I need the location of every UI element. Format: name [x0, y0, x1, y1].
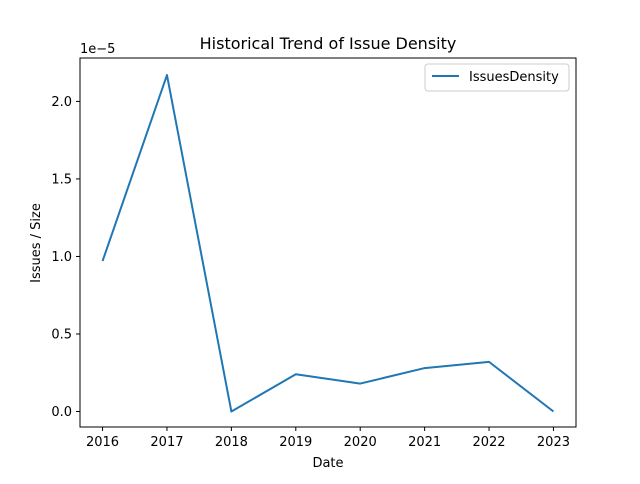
- data-point: [166, 74, 168, 76]
- y-tick-label: 1.0: [51, 250, 72, 265]
- y-tick-label: 0.5: [51, 327, 72, 342]
- x-axis-label: Date: [312, 456, 343, 471]
- data-point: [552, 410, 554, 412]
- x-tick-label: 2023: [537, 435, 570, 450]
- y-tick-label: 2.0: [51, 95, 72, 110]
- x-tick-label: 2018: [215, 435, 248, 450]
- x-tick-label: 2021: [408, 435, 441, 450]
- data-point: [102, 260, 104, 262]
- x-tick-label: 2016: [86, 435, 119, 450]
- data-point: [488, 361, 490, 363]
- legend-label-issuesdensity: IssuesDensity: [469, 70, 559, 85]
- series-line-issuesdensity: [101, 74, 555, 413]
- x-tick-label: 2019: [279, 435, 312, 450]
- y-axis-offset-label: 1e−5: [80, 42, 115, 57]
- data-point: [424, 367, 426, 369]
- legend-box: [424, 63, 570, 92]
- data-point: [359, 383, 361, 385]
- data-point: [295, 373, 297, 375]
- y-axis-label: Issues / Size: [29, 203, 44, 283]
- y-tick-label: 1.5: [51, 172, 72, 187]
- axes-frame: [79, 57, 577, 428]
- chart-title: Historical Trend of Issue Density: [200, 34, 457, 53]
- x-tick-label: 2017: [150, 435, 183, 450]
- plot-area: 2016 2017 2018 2019 2020 2021 2022 2023 0.0 0.5 1.…: [51, 57, 577, 450]
- legend: IssuesDensity: [424, 63, 570, 92]
- y-tick-label: 0.0: [51, 405, 72, 420]
- data-point: [230, 410, 232, 412]
- x-tick-label: 2022: [472, 435, 505, 450]
- x-tick-label: 2020: [344, 435, 377, 450]
